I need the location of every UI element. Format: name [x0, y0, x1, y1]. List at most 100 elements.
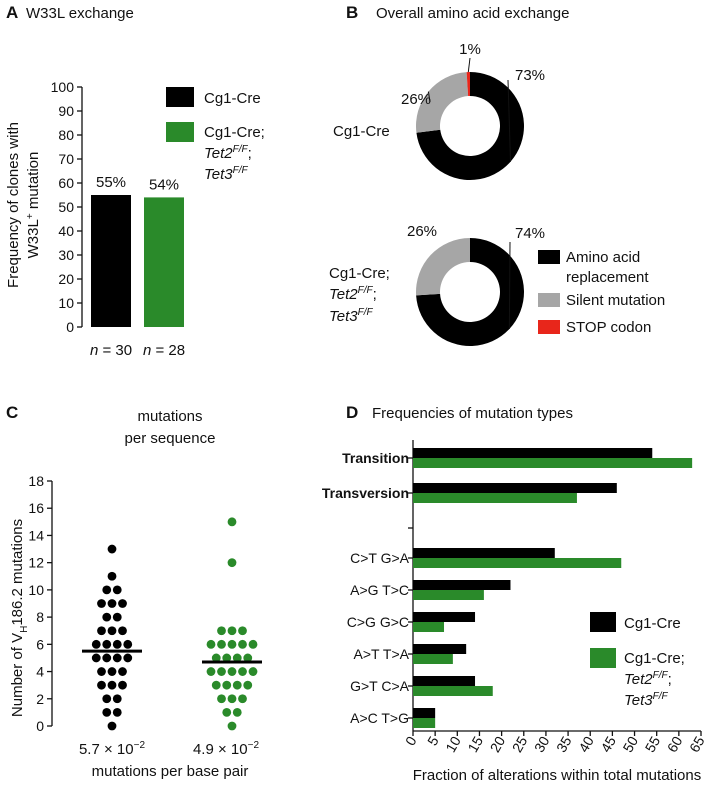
- panel-d-bar-series-1: [413, 708, 436, 718]
- panel-c-point-group-1: [102, 639, 112, 649]
- panel-a-y-tick-label: 50: [58, 199, 74, 215]
- panel-d-bar-series-1: [413, 548, 555, 558]
- panel-b-donut-2-pct-2: 26%: [407, 223, 437, 240]
- panel-d-bar-series-1: [413, 448, 653, 458]
- panel-c-y-tick-label: 14: [28, 527, 44, 543]
- panel-c-y-tick-label: 0: [36, 718, 44, 734]
- panel-b-legend-swatch-replacement: [538, 250, 560, 264]
- panel-c-y-tick-label: 18: [28, 473, 44, 489]
- panel-a-legend-swatch-1: [166, 87, 194, 107]
- panel-c-point-group-1: [102, 612, 112, 622]
- panel-b-donut-1: 73% 26% 1%: [401, 41, 545, 180]
- panel-c-point-group-2: [227, 558, 237, 568]
- panel-d-bar-series-2: [413, 493, 577, 503]
- panel-c-title-line1: mutations: [137, 408, 202, 425]
- panel-a-y-tick-label: 100: [51, 79, 75, 95]
- panel-c-point-group-2: [227, 626, 237, 636]
- panel-c-perbp-1: 5.7 × 10−2: [79, 740, 145, 758]
- panel-b-donut-1-slice-1: [416, 72, 524, 180]
- panel-b-donut-1-slice-3: [466, 72, 470, 97]
- panel-d-bar-series-1: [413, 483, 617, 493]
- panel-c-point-group-2: [243, 680, 253, 690]
- panel-d-category-label: A>C T>G: [350, 710, 409, 726]
- panel-c: C mutations per sequence Number of VH186…: [6, 403, 262, 780]
- panel-d-category-label: Transversion: [322, 485, 409, 501]
- panel-b-donut-1-leader-2: [427, 91, 431, 103]
- panel-c-point-group-2: [217, 694, 226, 704]
- panel-d-x-tick-label: 35: [553, 733, 575, 755]
- panel-b-donut-2-label-line2: Tet2F/F;: [329, 285, 377, 303]
- panel-b: B Overall amino acid exchange 73% 26% 1% 7…: [329, 3, 665, 346]
- panel-c-point-group-1: [123, 639, 133, 649]
- panel-c-point-group-2: [227, 667, 237, 676]
- panel-d-letter: D: [346, 403, 358, 422]
- panel-d-bar-series-2: [413, 458, 693, 468]
- panel-c-point-group-1: [118, 599, 127, 608]
- panel-b-legend-swatch-stop: [538, 320, 560, 334]
- panel-c-point-group-1: [107, 626, 117, 636]
- panel-d-category-label: C>T G>A: [350, 550, 410, 566]
- panel-c-y-tick-label: 16: [28, 500, 44, 516]
- panel-b-donut-1-leader-1: [507, 79, 512, 162]
- panel-b-donut-2-slice-2: [416, 238, 470, 296]
- panel-c-point-group-1: [118, 667, 127, 676]
- panel-c-point-group-2: [227, 721, 237, 731]
- panel-b-donut-1-pct-1: 73%: [515, 67, 545, 84]
- panel-c-point-group-1: [91, 653, 101, 663]
- panel-c-perbp-2: 4.9 × 10−2: [193, 740, 259, 758]
- panel-c-point-group-1: [91, 639, 101, 649]
- panel-b-donut-1-pct-2: 26%: [401, 91, 431, 108]
- panel-c-point-group-2: [217, 639, 226, 649]
- panel-a-bars: 55% n = 30 54% n = 28: [90, 174, 185, 359]
- panel-a: A W33L exchange Frequency of clones with…: [5, 3, 265, 359]
- panel-d-bar-series-2: [413, 686, 493, 696]
- panel-a-legend-label-1: Cg1-Cre: [204, 90, 261, 107]
- panel-c-point-group-1: [118, 626, 127, 636]
- panel-a-bar-label-2: 54%: [149, 176, 179, 193]
- panel-a-y-axis: 0 10 20 30 40 50 60 70 80 90 100: [51, 79, 83, 335]
- panel-a-legend-label-2-line2: Tet2F/F;: [204, 144, 252, 162]
- panel-d-x-tick-label: 5: [424, 733, 442, 748]
- panel-d-x-tick-label: 40: [575, 733, 597, 755]
- panel-c-point-group-1: [112, 694, 122, 704]
- panel-d-category-label: A>G T>C: [350, 582, 409, 598]
- panel-c-point-group-2: [206, 667, 216, 676]
- panel-a-bar-2: [144, 197, 184, 327]
- panel-c-letter: C: [6, 403, 18, 422]
- panel-a-y-tick-label: 80: [58, 127, 74, 143]
- panel-a-y-tick-label: 60: [58, 175, 74, 191]
- panel-b-legend-silent: Silent mutation: [566, 292, 665, 309]
- panel-d-legend-swatch-2: [590, 648, 616, 668]
- panel-c-point-group-1: [102, 653, 112, 663]
- panel-c-point-group-2: [248, 667, 258, 676]
- panel-b-donut-2-label-line1: Cg1-Cre;: [329, 265, 390, 282]
- panel-a-y-tick-label: 0: [66, 319, 74, 335]
- panel-d-category-label: A>T T>A: [353, 646, 409, 662]
- panel-c-point-group-2: [248, 639, 258, 649]
- panel-c-point-group-2: [232, 653, 242, 663]
- panel-d: D Frequencies of mutation types 0 5 10 15 20…: [322, 403, 708, 784]
- panel-d-title: Frequencies of mutation types: [372, 405, 573, 422]
- panel-d-bar-series-2: [413, 654, 453, 664]
- panel-c-point-group-2: [206, 639, 216, 649]
- panel-c-point-group-2: [211, 680, 221, 690]
- panel-c-point-group-2: [227, 517, 237, 527]
- panel-b-donut-1-label: Cg1-Cre: [333, 123, 390, 140]
- panel-c-point-group-1: [102, 694, 112, 704]
- panel-d-legend-label-2-line3: Tet3F/F: [624, 691, 669, 709]
- panel-c-point-group-1: [123, 653, 133, 663]
- panel-c-point-group-1: [107, 571, 117, 581]
- panel-c-point-group-1: [107, 680, 117, 690]
- panel-c-point-group-2: [232, 707, 242, 717]
- panel-d-x-tick-label: 25: [509, 733, 531, 755]
- panel-b-title: Overall amino acid exchange: [376, 5, 569, 22]
- panel-c-point-group-2: [222, 680, 232, 690]
- panel-d-x-tick-label: 15: [464, 733, 486, 755]
- panel-c-point-group-2: [211, 653, 221, 663]
- panel-c-point-group-1: [97, 680, 106, 690]
- panel-b-donut-1-leader-3: [467, 57, 471, 73]
- panel-d-x-tick-label: 30: [531, 733, 553, 755]
- panel-c-point-group-1: [97, 667, 106, 676]
- panel-b-donut-2-label-line3: Tet3F/F: [329, 307, 374, 325]
